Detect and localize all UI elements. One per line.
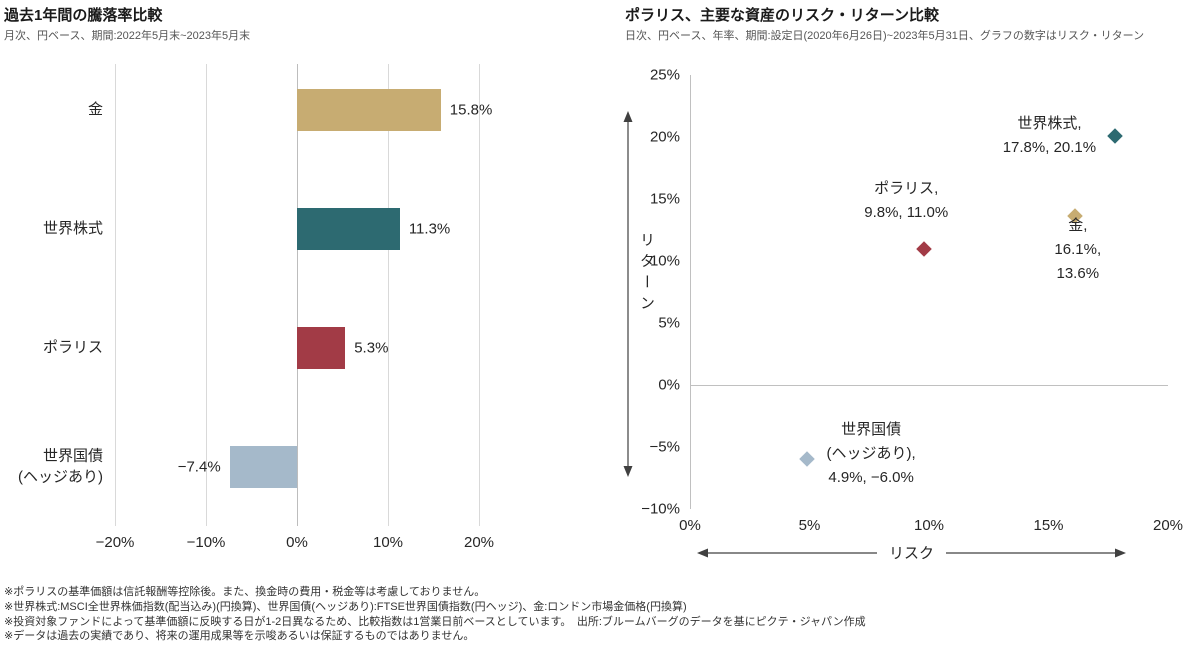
bar-x-tick-label: 20% <box>463 534 495 551</box>
category-label-polaris: ポラリス <box>42 338 103 356</box>
gridline <box>115 64 116 526</box>
bar-chart-subtitle: 月次、円ベース、期間:2022年5月末~2023年5月末 <box>4 30 251 42</box>
bar-value-label-polaris: 5.3% <box>354 339 389 356</box>
y-axis-line <box>690 75 691 509</box>
bar-x-tick-label: 10% <box>372 534 404 551</box>
bar-gold <box>297 88 441 131</box>
footnote-2: ※世界株式:MSCI全世界株価指数(配当込み)(円換算)、世界国債(ヘッジあり)… <box>4 600 687 613</box>
y-tick-label: 25% <box>649 66 680 84</box>
bar-world-bonds-hedged <box>229 445 297 488</box>
y-tick-label: −5% <box>649 438 680 456</box>
y-tick-label: 10% <box>649 252 680 270</box>
bar-value-label-world-equities: 11.3% <box>408 220 451 237</box>
footnote-3: ※投資対象ファンドによって基準価額に反映する日が1-2日異なるため、比較指数は1… <box>4 615 866 628</box>
category-label-world-bonds-hedged: 世界国債 (ヘッジあり) <box>18 446 103 486</box>
x-tick-label: 10% <box>913 517 945 534</box>
gridline <box>206 64 207 526</box>
point-label-polaris: ポラリス, 9.8%, 11.0% <box>864 179 949 221</box>
scatter-point-world-bonds-hedged <box>799 451 815 468</box>
gridline <box>388 64 389 526</box>
y-tick-label: −10% <box>641 500 680 518</box>
x-tick-label: 5% <box>798 517 821 534</box>
x-tick-label: 0% <box>679 517 701 534</box>
y-tick-label: 20% <box>649 128 680 146</box>
x-tick-label: 20% <box>1152 517 1184 534</box>
y-tick-label: 5% <box>658 314 680 332</box>
y-axis-arrow-icon <box>623 111 633 477</box>
footnote-1: ※ポラリスの基準価額は信託報酬等控除後。また、換金時の費用・税金等は考慮しており… <box>4 586 486 598</box>
y-tick-label: 15% <box>649 190 680 208</box>
bar-x-tick-label: −10% <box>186 534 226 551</box>
scatter-chart-subtitle: 日次、円ベース、年率、期間:設定日(2020年6月26日)~2023年5月31日… <box>625 30 1145 42</box>
point-label-world-equities: 世界株式, 17.8%, 20.1% <box>1002 114 1097 156</box>
x-tick-label: 15% <box>1033 517 1064 534</box>
left-arrow-icon <box>697 548 877 557</box>
bar-value-label-gold: 15.8% <box>449 101 493 118</box>
bar-polaris <box>297 326 346 369</box>
footnote-4: ※データは過去の実績であり、将来の運用成果等を示唆あるいは保証するものではありま… <box>4 630 475 643</box>
bar-chart-title: 過去1年間の騰落率比較 <box>4 7 163 24</box>
scatter-point-world-equities <box>1107 127 1124 144</box>
right-arrow-icon <box>946 548 1127 557</box>
point-label-world-bonds-hedged: 世界国債 (ヘッジあり), 4.9%, −6.0% <box>826 421 916 487</box>
x-axis-line <box>690 385 1168 386</box>
scatter-plot: 25% 20% 15% 10% 5% 0% −5% −10% 0% 5% 10% 15% 20% 世界株式… <box>641 67 1183 535</box>
x-axis-title-row: リスク <box>697 542 1145 563</box>
gridline <box>479 64 480 526</box>
category-label-gold: 金 <box>87 100 103 118</box>
y-tick-label: 0% <box>658 376 680 394</box>
scatter-chart-title: ポラリス、主要な資産のリスク・リターン比較 <box>625 7 939 24</box>
footnotes: ※ポラリスの基準価額は信託報酬等控除後。また、換金時の費用・税金等は考慮しており… <box>4 585 1196 644</box>
y-axis-title: リターン <box>638 232 655 316</box>
bar-x-tick-label: 0% <box>286 534 308 551</box>
scatter-point-polaris <box>916 240 932 257</box>
bar-world-equities <box>297 207 400 250</box>
category-label-world-equities: 世界株式 <box>42 219 103 237</box>
gridline <box>297 64 298 526</box>
x-axis-title: リスク <box>889 545 935 562</box>
bar-chart-plot: −20% −10% 0% 10% 20% 15.8% 金 11.3% 世界株式 5.3% ポラリス −… <box>18 50 494 551</box>
point-label-gold: 金, 16.1%, 13.6% <box>1054 217 1102 283</box>
bar-value-label-world-bonds-hedged: −7.4% <box>177 458 221 475</box>
bar-x-tick-label: −20% <box>95 534 135 551</box>
